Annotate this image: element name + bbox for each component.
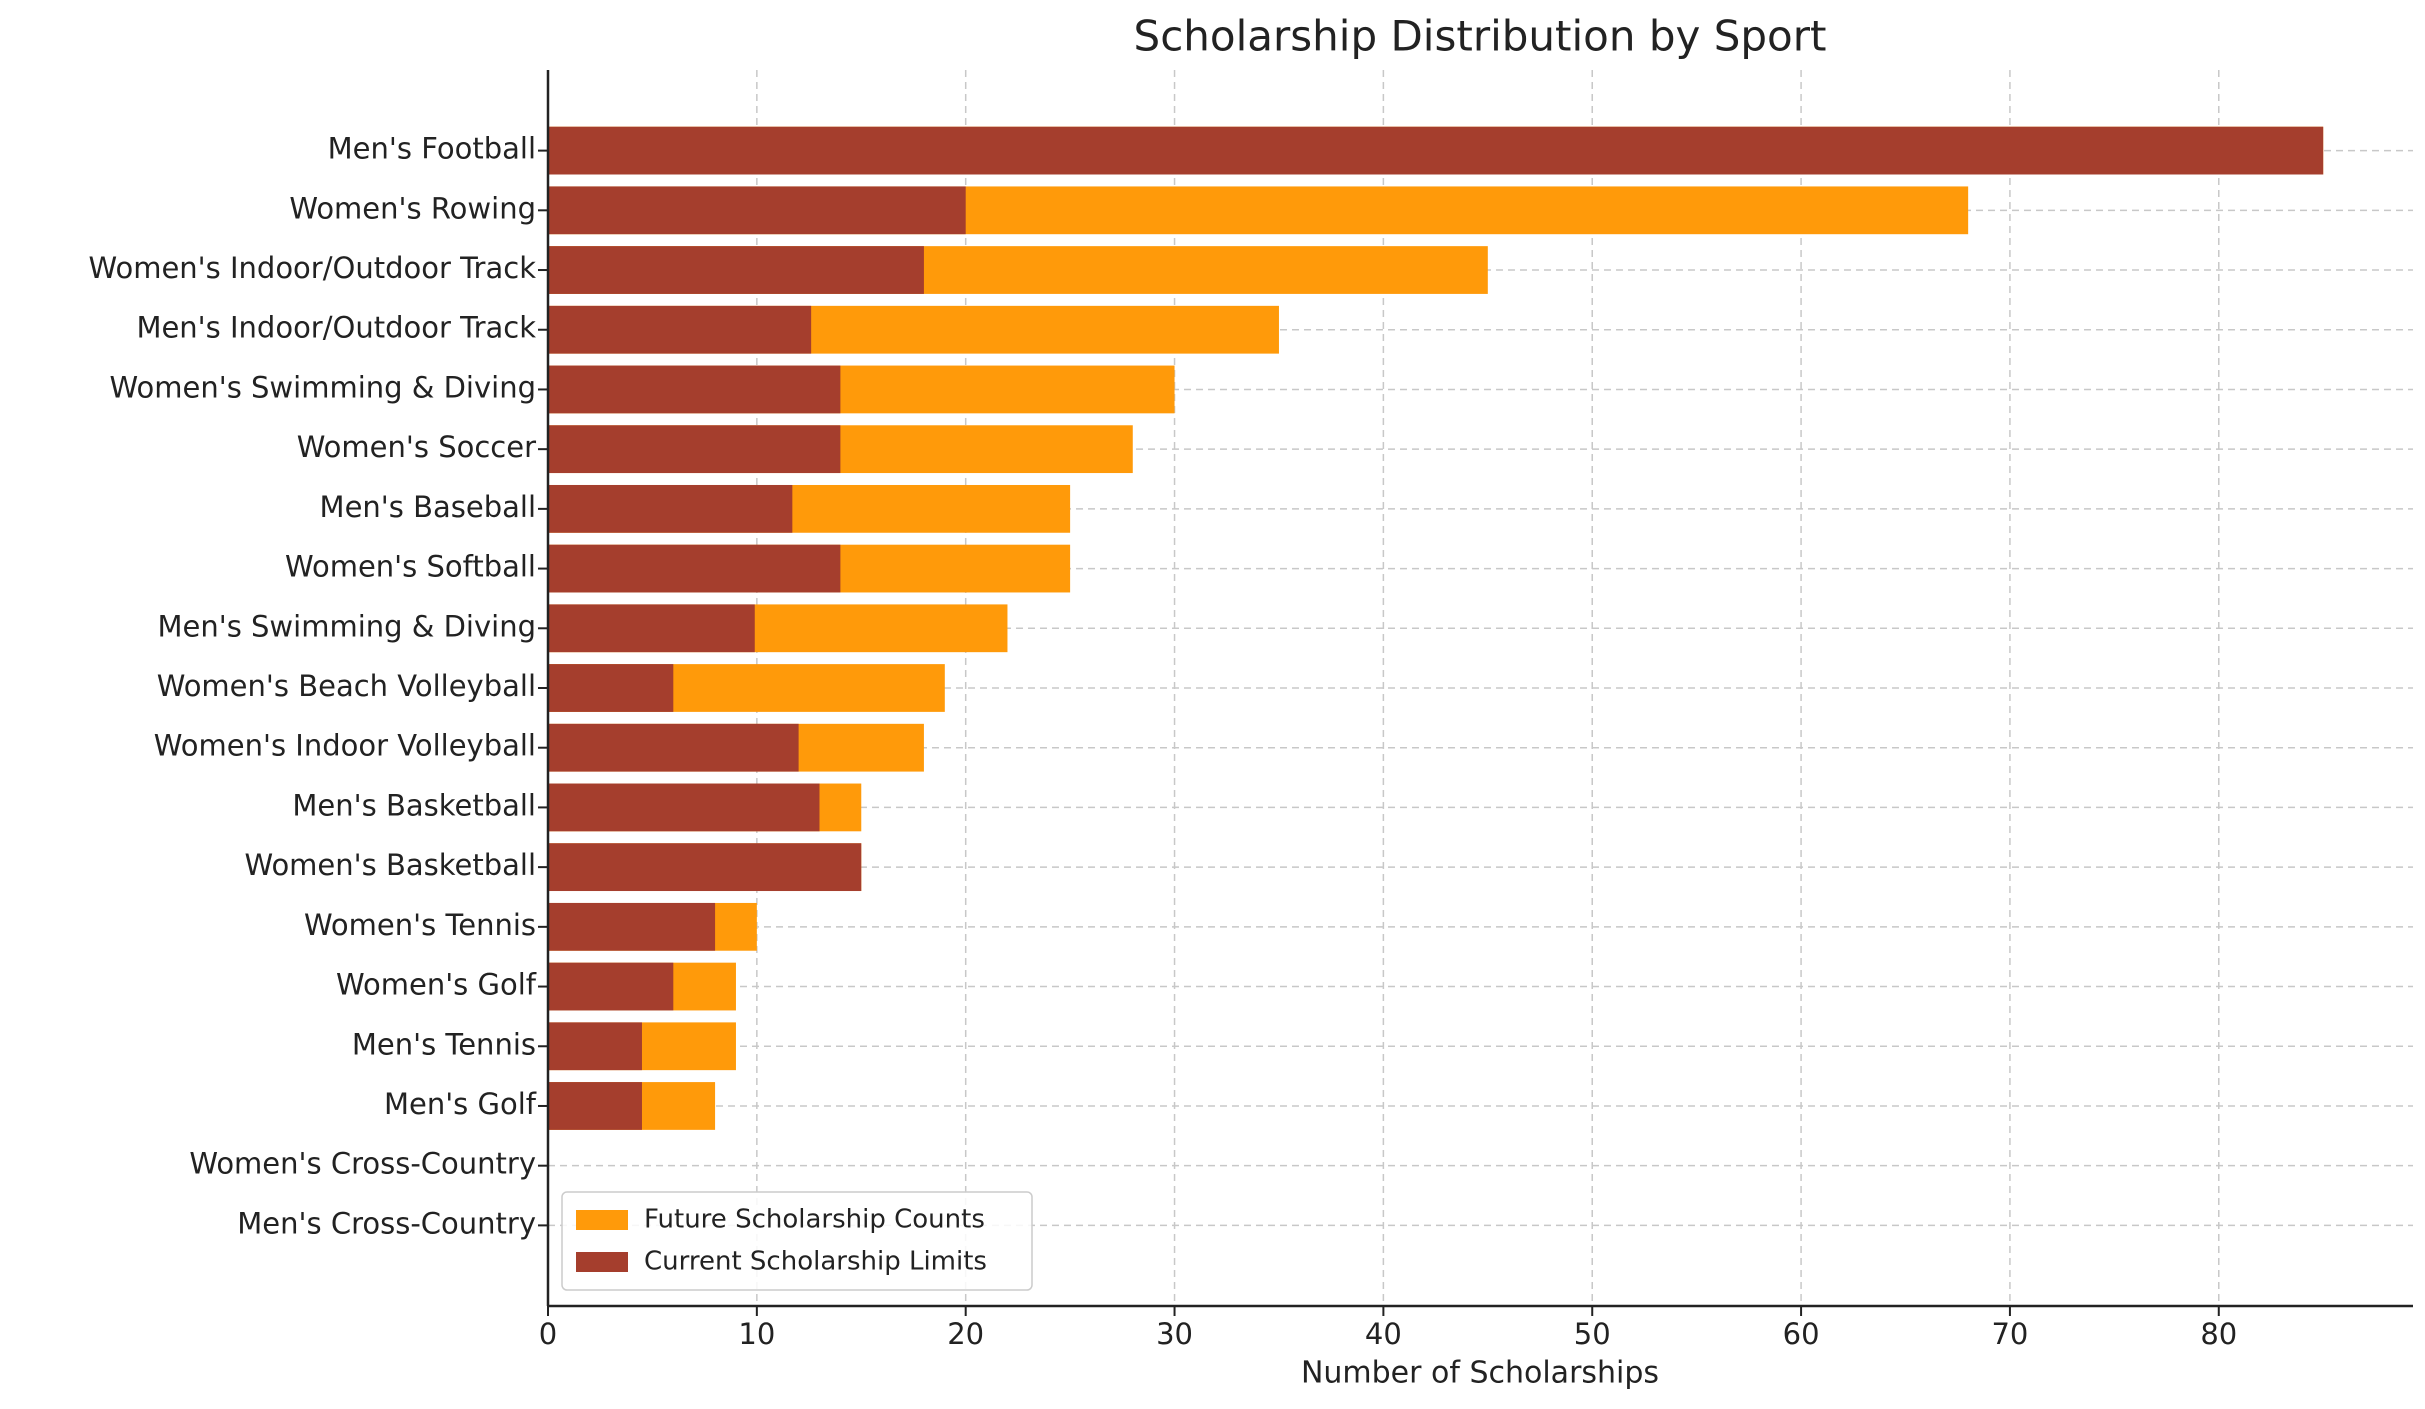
bar: [548, 365, 841, 414]
bar: [548, 1082, 642, 1130]
bar: [548, 783, 820, 832]
bar: [548, 305, 812, 354]
y-tick-label: Men's Indoor/Outdoor Track: [136, 311, 536, 345]
y-tick-label: Men's Basketball: [292, 788, 536, 822]
legend-swatch: [576, 1210, 628, 1230]
y-tick-label: Women's Indoor Volleyball: [154, 729, 536, 763]
bar: [548, 604, 755, 653]
x-axis-label: Number of Scholarships: [1301, 1356, 1659, 1391]
y-tick-label: Women's Beach Volleyball: [157, 669, 536, 703]
bar: [548, 425, 841, 474]
y-tick-label: Men's Swimming & Diving: [157, 609, 536, 643]
bar: [548, 664, 674, 712]
legend-label: Future Scholarship Counts: [644, 1205, 985, 1235]
y-tick-label: Women's Tennis: [304, 908, 536, 942]
y-tick-label: Women's Cross-Country: [189, 1147, 536, 1181]
x-tick-label: 40: [1365, 1317, 1402, 1351]
bar: [548, 843, 862, 892]
y-tick-label: Women's Indoor/Outdoor Track: [88, 251, 536, 285]
y-tick-label: Women's Swimming & Diving: [110, 370, 536, 404]
x-tick-label: 70: [1991, 1317, 2028, 1351]
y-tick-label: Men's Football: [328, 132, 536, 166]
bar: [548, 126, 2324, 175]
y-tick-label: Men's Baseball: [320, 490, 536, 524]
y-tick-label: Women's Soccer: [297, 430, 536, 464]
bar: [548, 902, 716, 951]
x-tick-label: 60: [1783, 1317, 1820, 1351]
bar: [548, 962, 674, 1011]
y-tick-label: Women's Golf: [336, 968, 537, 1002]
legend: Future Scholarship Counts Current Scholar…: [561, 1191, 1033, 1291]
x-tick-label: 30: [1156, 1317, 1193, 1351]
y-tick-label: Men's Cross-Country: [237, 1206, 536, 1240]
legend-box: [561, 1191, 1033, 1291]
legend-swatch: [576, 1252, 628, 1272]
y-tick-label: Men's Golf: [384, 1087, 537, 1121]
x-tick-label: 10: [738, 1317, 775, 1351]
y-tick-label: Women's Basketball: [244, 848, 536, 882]
legend-label: Current Scholarship Limits: [644, 1247, 987, 1277]
chart-title: Scholarship Distribution by Sport: [1134, 12, 1827, 61]
x-tick-label: 20: [947, 1317, 984, 1351]
x-tick-label: 80: [2200, 1317, 2237, 1351]
x-tick-label: 50: [1574, 1317, 1611, 1351]
bar: [548, 723, 799, 772]
y-tick-label: Men's Tennis: [352, 1027, 536, 1061]
bar: [548, 1022, 642, 1071]
y-tick-label: Women's Rowing: [289, 191, 536, 225]
bar: [548, 186, 966, 235]
x-tick-label: 0: [539, 1317, 557, 1351]
y-tick-label: Women's Softball: [285, 550, 536, 584]
bar: [548, 544, 841, 593]
bar: [548, 484, 793, 533]
bar: [548, 246, 924, 294]
